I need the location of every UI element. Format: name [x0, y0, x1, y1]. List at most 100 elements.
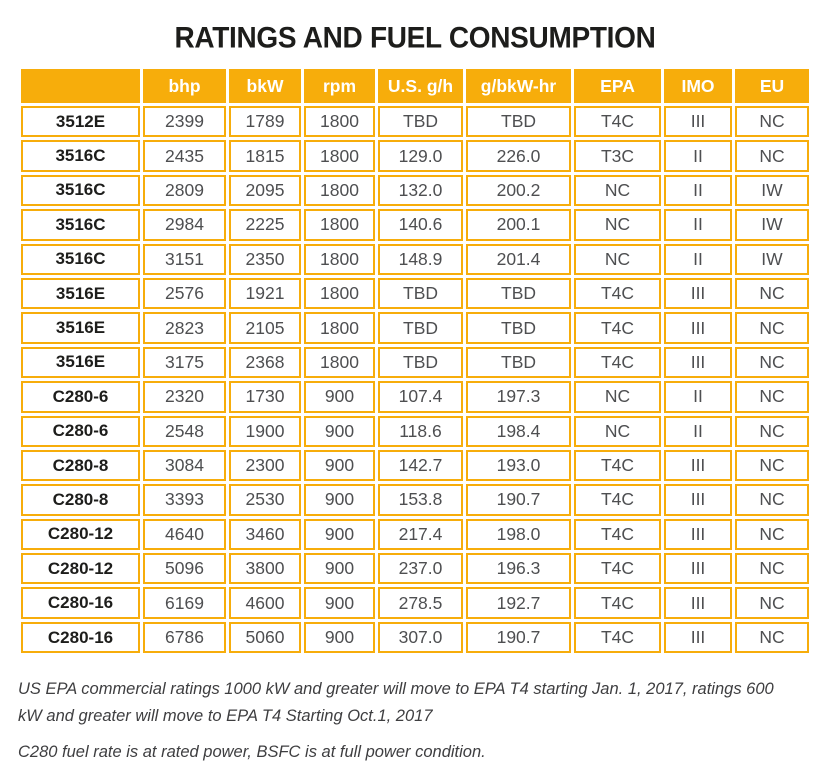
- value-cell: 1730: [229, 381, 301, 413]
- model-cell: C280-6: [21, 415, 140, 447]
- table-row: 3516C 3151 2350 1800 148.9 201.4 NC II IW: [21, 243, 809, 275]
- value-cell: 2984: [143, 209, 226, 241]
- value-cell: 3393: [143, 484, 226, 516]
- footnotes: US EPA commercial ratings 1000 kW and gr…: [18, 676, 812, 765]
- value-cell: TBD: [378, 346, 463, 379]
- value-cell: T4C: [574, 484, 661, 516]
- value-cell: NC: [735, 312, 809, 344]
- value-cell: 2548: [143, 415, 226, 447]
- value-cell: 201.4: [466, 243, 571, 275]
- value-cell: 2823: [143, 312, 226, 344]
- value-cell: 217.4: [378, 518, 463, 551]
- value-cell: III: [664, 449, 732, 482]
- ratings-table: bhp bkW rpm U.S. g/h g/bkW-hr EPA IMO EU…: [18, 66, 812, 656]
- value-cell: 3175: [143, 346, 226, 379]
- value-cell: IW: [735, 209, 809, 241]
- value-cell: 2399: [143, 106, 226, 138]
- table-row: C280-16 6786 5060 900 307.0 190.7 T4C III NC: [21, 621, 809, 654]
- value-cell: 900: [304, 553, 375, 585]
- column-header-imo: IMO: [664, 69, 732, 103]
- column-header-bkw: bkW: [229, 69, 301, 103]
- value-cell: 900: [304, 518, 375, 551]
- footnote-c280-fuel-rate: C280 fuel rate is at rated power, BSFC i…: [18, 743, 486, 762]
- value-cell: NC: [735, 587, 809, 619]
- value-cell: 2300: [229, 449, 301, 482]
- value-cell: NC: [735, 484, 809, 516]
- value-cell: NC: [574, 209, 661, 241]
- value-cell: NC: [574, 381, 661, 413]
- value-cell: 900: [304, 587, 375, 619]
- value-cell: III: [664, 553, 732, 585]
- value-cell: NC: [735, 381, 809, 413]
- value-cell: NC: [735, 346, 809, 379]
- value-cell: III: [664, 346, 732, 379]
- value-cell: 197.3: [466, 381, 571, 413]
- value-cell: 129.0: [378, 140, 463, 172]
- value-cell: T4C: [574, 312, 661, 344]
- value-cell: 2435: [143, 140, 226, 172]
- value-cell: T3C: [574, 140, 661, 172]
- column-header-us-gh: U.S. g/h: [378, 69, 463, 103]
- table-row: 3512E 2399 1789 1800 TBD TBD T4C III NC: [21, 106, 809, 138]
- value-cell: NC: [735, 518, 809, 551]
- value-cell: 193.0: [466, 449, 571, 482]
- table-row: C280-12 5096 3800 900 237.0 196.3 T4C III NC: [21, 553, 809, 585]
- value-cell: 192.7: [466, 587, 571, 619]
- value-cell: IW: [735, 243, 809, 275]
- value-cell: 1800: [304, 312, 375, 344]
- value-cell: 118.6: [378, 415, 463, 447]
- value-cell: 107.4: [378, 381, 463, 413]
- value-cell: III: [664, 621, 732, 654]
- value-cell: III: [664, 312, 732, 344]
- value-cell: 1789: [229, 106, 301, 138]
- value-cell: T4C: [574, 106, 661, 138]
- table-row: C280-12 4640 3460 900 217.4 198.0 T4C III NC: [21, 518, 809, 551]
- value-cell: II: [664, 174, 732, 207]
- value-cell: 1800: [304, 140, 375, 172]
- value-cell: 2095: [229, 174, 301, 207]
- value-cell: 200.2: [466, 174, 571, 207]
- value-cell: 900: [304, 415, 375, 447]
- value-cell: T4C: [574, 621, 661, 654]
- value-cell: T4C: [574, 449, 661, 482]
- value-cell: NC: [735, 553, 809, 585]
- value-cell: TBD: [466, 312, 571, 344]
- value-cell: IW: [735, 174, 809, 207]
- value-cell: 1800: [304, 277, 375, 310]
- value-cell: II: [664, 243, 732, 275]
- model-cell: 3512E: [21, 106, 140, 138]
- model-cell: 3516C: [21, 209, 140, 241]
- table-row: 3516C 2809 2095 1800 132.0 200.2 NC II IW: [21, 174, 809, 207]
- value-cell: 2576: [143, 277, 226, 310]
- value-cell: 142.7: [378, 449, 463, 482]
- value-cell: 2350: [229, 243, 301, 275]
- value-cell: 4600: [229, 587, 301, 619]
- footnote-epa-ratings: US EPA commercial ratings 1000 kW and gr…: [18, 680, 774, 725]
- value-cell: 900: [304, 621, 375, 654]
- value-cell: III: [664, 277, 732, 310]
- model-cell: C280-8: [21, 484, 140, 516]
- table-row: 3516E 2823 2105 1800 TBD TBD T4C III NC: [21, 312, 809, 344]
- value-cell: NC: [735, 621, 809, 654]
- value-cell: III: [664, 106, 732, 138]
- value-cell: 307.0: [378, 621, 463, 654]
- value-cell: NC: [735, 140, 809, 172]
- value-cell: NC: [574, 174, 661, 207]
- value-cell: 153.8: [378, 484, 463, 516]
- value-cell: 3460: [229, 518, 301, 551]
- value-cell: 140.6: [378, 209, 463, 241]
- value-cell: 5096: [143, 553, 226, 585]
- value-cell: II: [664, 209, 732, 241]
- column-header-rpm: rpm: [304, 69, 375, 103]
- value-cell: T4C: [574, 553, 661, 585]
- page-title: RATINGS AND FUEL CONSUMPTION: [174, 21, 656, 54]
- value-cell: 1800: [304, 209, 375, 241]
- value-cell: 6169: [143, 587, 226, 619]
- table-row: 3516E 3175 2368 1800 TBD TBD T4C III NC: [21, 346, 809, 379]
- value-cell: NC: [735, 106, 809, 138]
- value-cell: T4C: [574, 587, 661, 619]
- table-row: C280-16 6169 4600 900 278.5 192.7 T4C III NC: [21, 587, 809, 619]
- value-cell: NC: [735, 449, 809, 482]
- value-cell: 6786: [143, 621, 226, 654]
- model-cell: C280-12: [21, 553, 140, 585]
